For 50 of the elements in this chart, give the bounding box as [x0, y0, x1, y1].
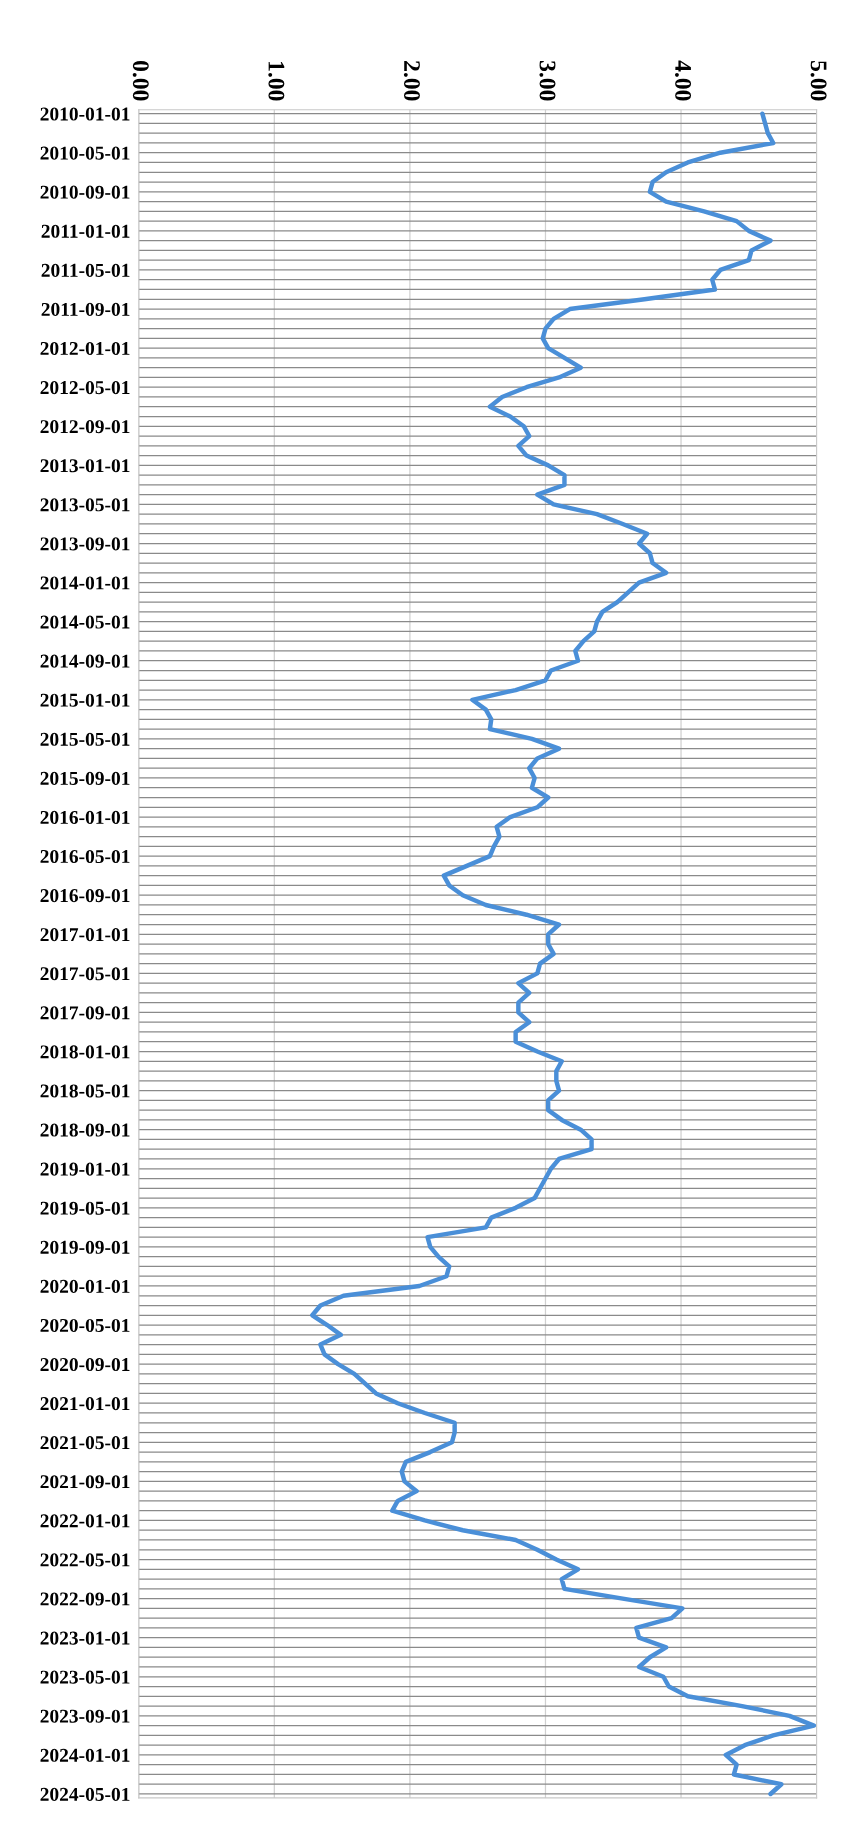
y-tick-label: 2011-05-01	[41, 263, 130, 277]
y-tick-label: 2022-09-01	[40, 1592, 130, 1606]
y-tick-label: 2023-09-01	[40, 1709, 130, 1723]
y-tick-label: 2020-01-01	[40, 1279, 130, 1293]
y-tick-label: 2012-09-01	[40, 420, 130, 434]
y-tick-label: 2014-05-01	[40, 615, 130, 629]
y-tick-label: 2019-05-01	[40, 1201, 130, 1215]
y-tick-label: 2013-09-01	[40, 537, 130, 551]
y-tick-label: 2011-01-01	[41, 224, 130, 238]
y-tick-label: 2023-01-01	[40, 1631, 130, 1645]
x-tick-label: 4.00	[675, 60, 692, 101]
y-tick-label: 2017-05-01	[40, 967, 130, 981]
y-tick-label: 2015-09-01	[40, 771, 130, 785]
y-tick-label: 2015-05-01	[40, 732, 130, 746]
y-tick-label: 2010-01-01	[40, 107, 130, 121]
y-tick-label: 2015-01-01	[40, 693, 130, 707]
y-tick-label: 2010-05-01	[40, 146, 130, 160]
y-tick-label: 2022-05-01	[40, 1553, 130, 1567]
y-tick-label: 2020-09-01	[40, 1357, 130, 1372]
y-tick-label: 2014-01-01	[40, 576, 130, 590]
y-tick-label: 2024-01-01	[40, 1748, 130, 1762]
y-tick-label: 2021-05-01	[40, 1436, 130, 1450]
y-tick-label: 2013-05-01	[40, 498, 130, 512]
y-tick-label: 2011-09-01	[41, 302, 130, 316]
x-tick-label: 5.00	[810, 61, 827, 101]
y-tick-label: 2010-09-01	[40, 185, 130, 199]
y-tick-label: 2017-09-01	[40, 1006, 130, 1020]
y-tick-label: 2016-05-01	[40, 849, 130, 864]
y-tick-label: 2022-01-01	[40, 1514, 130, 1528]
y-tick-label: 2024-05-01	[40, 1787, 130, 1801]
y-tick-label: 2017-01-01	[40, 928, 130, 942]
y-tick-label: 2021-01-01	[40, 1397, 130, 1411]
x-tick-label: 2.00	[403, 61, 420, 101]
x-tick-label: 3.00	[539, 60, 556, 101]
y-tick-label: 2019-01-01	[40, 1162, 130, 1176]
y-tick-label: 2012-05-01	[40, 381, 130, 395]
x-tick-label: 1.00	[268, 61, 285, 101]
y-tick-label: 2020-05-01	[40, 1318, 130, 1332]
y-tick-label: 2013-01-01	[40, 459, 130, 473]
y-tick-label: 2018-01-01	[40, 1045, 130, 1059]
y-tick-label: 2014-09-01	[40, 654, 130, 668]
x-tick-label: 0.00	[132, 60, 149, 101]
y-tick-label: 2016-09-01	[40, 889, 130, 903]
y-tick-label: 2019-09-01	[40, 1240, 130, 1254]
y-tick-label: 2018-09-01	[40, 1123, 130, 1137]
y-tick-label: 2018-05-01	[40, 1084, 130, 1098]
y-tick-label: 2016-01-01	[40, 810, 130, 824]
y-tick-label: 2012-01-01	[40, 341, 130, 356]
y-tick-label: 2021-09-01	[40, 1475, 130, 1489]
y-tick-label: 2023-05-01	[40, 1670, 130, 1684]
